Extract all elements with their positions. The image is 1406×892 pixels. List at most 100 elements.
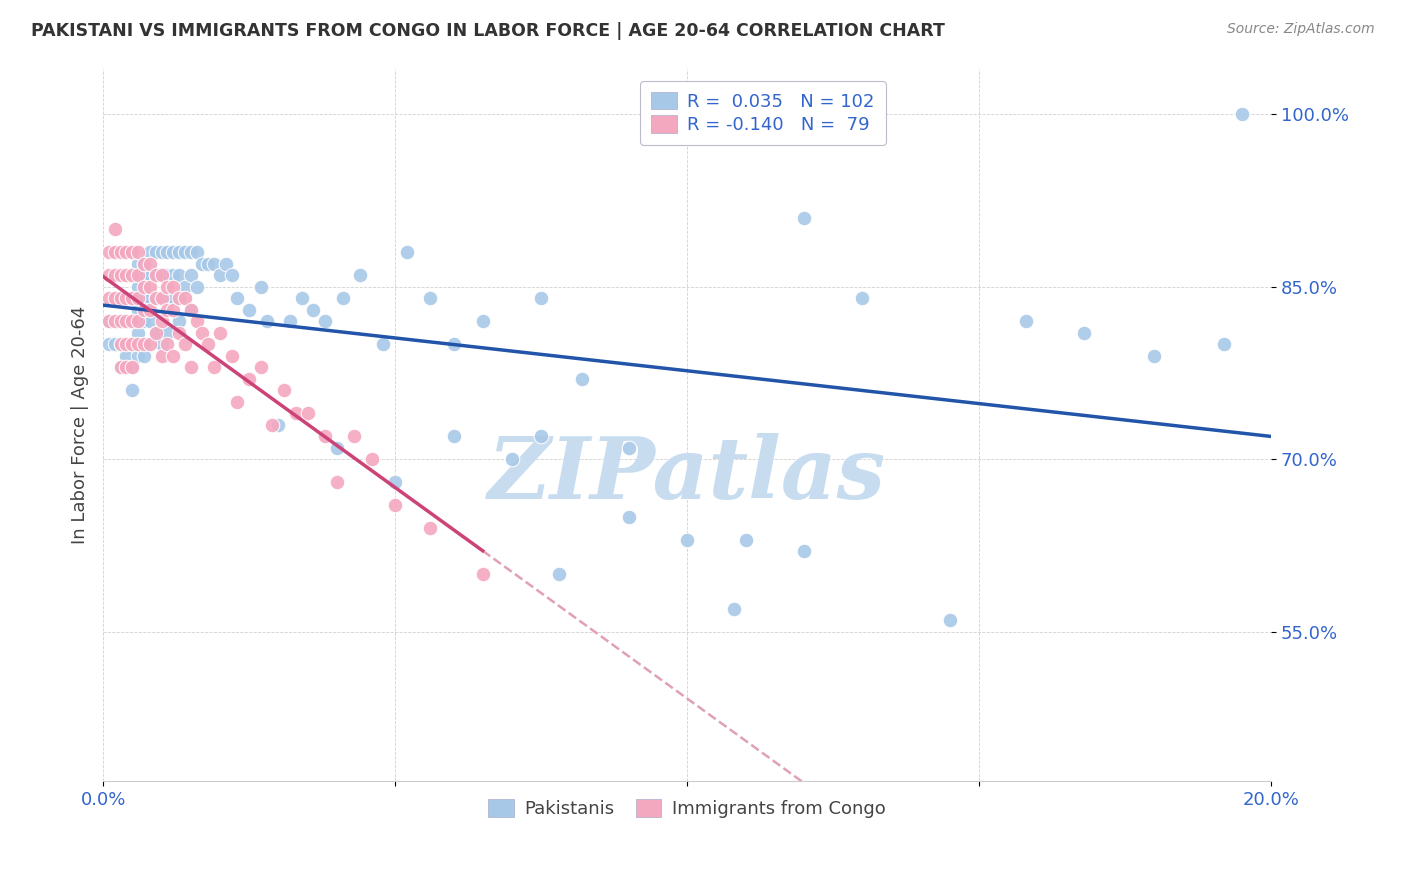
Point [132,257,155,271]
Point [127,280,149,294]
Point [186,280,208,294]
Point [139,291,162,305]
Point [127,314,149,328]
Point [180,268,202,283]
Point [173,245,195,260]
Point [443,429,465,443]
Text: Source: ZipAtlas.com: Source: ZipAtlas.com [1227,22,1375,37]
Point [104,291,127,305]
Point [156,268,179,283]
Point [150,314,173,328]
Point [127,337,149,351]
Point [121,245,143,260]
Point [150,268,173,283]
Point [132,314,155,328]
Point [115,291,138,305]
Point [325,441,347,455]
Point [1073,326,1095,340]
Point [127,245,149,260]
Point [145,245,167,260]
Point [115,349,138,363]
Point [191,257,214,271]
Point [110,268,132,283]
Point [419,521,441,535]
Point [208,268,231,283]
Point [145,268,167,283]
Point [121,291,143,305]
Point [115,337,138,351]
Point [314,314,336,328]
Point [676,533,699,547]
Point [132,349,155,363]
Point [150,337,173,351]
Point [121,268,143,283]
Legend: Pakistanis, Immigrants from Congo: Pakistanis, Immigrants from Congo [481,792,893,825]
Point [156,280,179,294]
Text: PAKISTANI VS IMMIGRANTS FROM CONGO IN LABOR FORCE | AGE 20-64 CORRELATION CHART: PAKISTANI VS IMMIGRANTS FROM CONGO IN LA… [31,22,945,40]
Point [156,326,179,340]
Point [156,245,179,260]
Point [180,360,202,375]
Point [132,291,155,305]
Point [156,302,179,317]
Point [571,372,593,386]
Point [162,280,184,294]
Point [332,291,354,305]
Point [215,257,238,271]
Point [221,268,243,283]
Point [139,302,162,317]
Point [284,406,307,420]
Point [132,337,155,351]
Y-axis label: In Labor Force | Age 20-64: In Labor Force | Age 20-64 [72,306,89,544]
Point [343,429,366,443]
Point [291,291,314,305]
Point [202,257,225,271]
Point [156,337,179,351]
Point [132,268,155,283]
Point [98,245,121,260]
Point [297,406,319,420]
Point [180,302,202,317]
Point [110,360,132,375]
Point [121,337,143,351]
Point [530,291,553,305]
Point [115,314,138,328]
Point [127,291,149,305]
Point [98,314,121,328]
Point [302,302,325,317]
Point [162,291,184,305]
Point [104,314,127,328]
Point [110,291,132,305]
Point [617,441,640,455]
Point [150,291,173,305]
Point [793,544,815,558]
Point [121,314,143,328]
Point [139,337,162,351]
Point [121,337,143,351]
Point [262,417,284,432]
Point [162,349,184,363]
Point [110,337,132,351]
Point [167,326,190,340]
Point [471,567,494,582]
Point [104,268,127,283]
Point [104,337,127,351]
Point [191,326,214,340]
Point [98,268,121,283]
Point [349,268,371,283]
Point [202,360,225,375]
Point [197,337,219,351]
Point [273,384,295,398]
Point [173,337,195,351]
Point [121,360,143,375]
Point [104,245,127,260]
Point [162,245,184,260]
Point [180,245,202,260]
Point [734,533,756,547]
Point [162,302,184,317]
Point [150,291,173,305]
Point [167,268,190,283]
Point [384,498,406,512]
Point [793,211,815,225]
Point [167,245,190,260]
